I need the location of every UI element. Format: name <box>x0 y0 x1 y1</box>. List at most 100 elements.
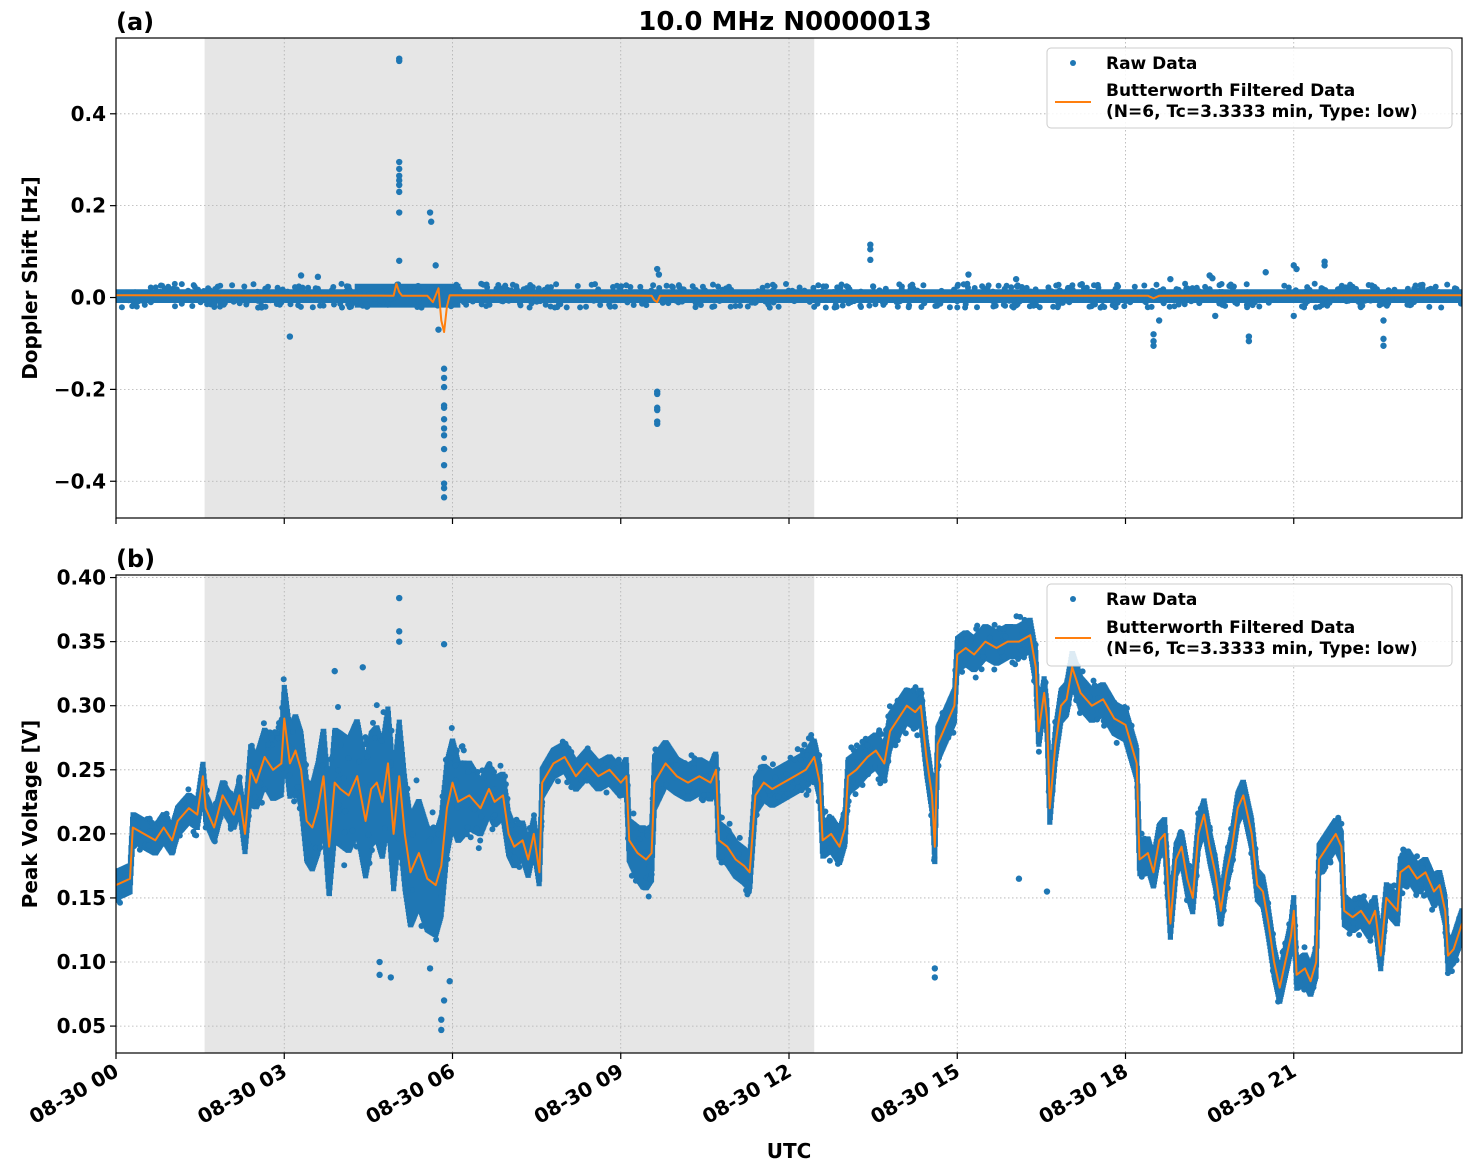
raw-point-b <box>1186 869 1193 876</box>
raw-point-b <box>1217 920 1224 927</box>
raw-point-a <box>147 284 154 291</box>
raw-point-a <box>876 289 883 296</box>
raw-point-b <box>1399 890 1406 897</box>
raw-point-b <box>1448 968 1455 975</box>
raw-outlier-a-45 <box>1150 331 1157 338</box>
raw-point-b <box>1127 723 1134 730</box>
raw-point-a <box>544 297 550 304</box>
raw-point-b <box>1388 885 1395 891</box>
raw-point-b <box>794 746 801 753</box>
ytick-label-b-7: 0.40 <box>57 566 106 590</box>
raw-point-a <box>197 299 204 306</box>
raw-point-a <box>1315 296 1322 303</box>
raw-point-a <box>1064 287 1071 294</box>
raw-point-b <box>1026 619 1032 626</box>
raw-point-a <box>415 285 421 292</box>
raw-point-b <box>317 844 324 851</box>
raw-point-b <box>823 825 830 832</box>
raw-point-b <box>744 879 751 886</box>
raw-point-b <box>116 891 122 897</box>
raw-point-a <box>872 301 879 308</box>
raw-point-b <box>568 758 575 765</box>
raw-point-a <box>178 281 185 288</box>
raw-point-b <box>217 814 224 821</box>
raw-point-a <box>1426 303 1433 310</box>
raw-point-a <box>737 302 744 309</box>
raw-point-b <box>512 831 519 838</box>
raw-point-b <box>1275 988 1282 995</box>
raw-outlier-b-11 <box>359 664 366 671</box>
raw-point-b <box>647 876 654 883</box>
raw-point-b <box>886 703 893 710</box>
raw-point-b <box>1173 842 1180 849</box>
raw-point-b <box>1012 661 1019 668</box>
raw-point-a <box>421 284 427 291</box>
raw-point-a <box>796 284 803 291</box>
raw-outlier-b-3 <box>440 641 448 648</box>
raw-point-a <box>139 297 146 304</box>
raw-point-a <box>170 295 177 301</box>
raw-point-b <box>788 784 795 791</box>
raw-point-a <box>1275 296 1282 302</box>
raw-point-a <box>384 301 391 308</box>
raw-point-a <box>387 295 394 302</box>
raw-point-b <box>561 749 568 756</box>
raw-point-b <box>1076 710 1083 716</box>
raw-point-b <box>1275 998 1282 1005</box>
raw-point-b <box>190 828 197 835</box>
raw-point-a <box>752 297 759 304</box>
raw-point-b <box>1079 668 1086 675</box>
raw-point-b <box>1186 862 1193 869</box>
raw-point-a <box>547 303 554 310</box>
raw-point-a <box>1153 281 1160 288</box>
raw-point-b <box>859 738 866 745</box>
raw-outlier-a-50 <box>1212 312 1219 320</box>
raw-point-a <box>588 281 595 288</box>
raw-point-a <box>724 289 731 296</box>
raw-point-b <box>711 752 718 759</box>
raw-point-a <box>274 284 281 291</box>
raw-point-b <box>371 735 378 742</box>
raw-point-b <box>808 736 815 743</box>
raw-point-b <box>632 838 639 845</box>
raw-point-b <box>794 778 801 785</box>
raw-point-b <box>1319 868 1326 875</box>
raw-point-b <box>223 807 230 814</box>
raw-point-b <box>470 766 477 773</box>
raw-point-a <box>469 298 476 305</box>
raw-point-b <box>345 755 352 762</box>
raw-point-b <box>885 758 892 765</box>
raw-outlier-a-26 <box>440 484 448 492</box>
raw-point-b <box>876 727 883 734</box>
raw-point-a <box>205 297 212 304</box>
raw-point-b <box>1343 922 1350 929</box>
panel-b-label: (b) <box>116 545 155 573</box>
raw-point-b <box>370 719 376 726</box>
raw-point-b <box>859 782 866 788</box>
raw-point-b <box>950 729 957 736</box>
raw-point-a <box>205 285 212 292</box>
raw-point-b <box>341 862 348 869</box>
raw-point-a <box>1285 284 1292 291</box>
panel-a-plot-area <box>116 38 1462 518</box>
raw-point-a <box>771 293 778 300</box>
raw-point-b <box>293 790 300 797</box>
raw-point-b <box>349 840 356 846</box>
raw-point-b <box>1350 920 1357 926</box>
ytick-label-b-3: 0.20 <box>57 822 106 846</box>
raw-point-a <box>1086 303 1093 310</box>
raw-point-a <box>1171 303 1178 310</box>
raw-point-a <box>597 302 604 308</box>
raw-outlier-a-53 <box>1262 269 1269 276</box>
raw-point-b <box>340 775 347 782</box>
raw-point-b <box>1141 835 1148 842</box>
raw-point-a <box>946 304 953 311</box>
raw-point-a <box>378 288 385 295</box>
raw-point-b <box>404 888 411 895</box>
ytick-label-a-3: 0.2 <box>71 194 106 218</box>
raw-point-b <box>163 810 170 817</box>
raw-point-b <box>1156 853 1163 860</box>
raw-point-b <box>1367 937 1374 944</box>
raw-point-a <box>520 286 527 293</box>
raw-point-b <box>1086 693 1093 700</box>
